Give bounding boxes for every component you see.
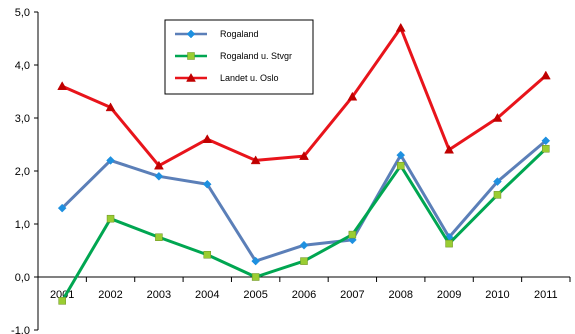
y-tick-label: 2,0 <box>15 166 30 178</box>
x-tick-label: 2002 <box>98 289 122 301</box>
legend: Rogaland Rogaland u. Stvgr Landet u. Oslo <box>165 20 313 94</box>
data-point-series-2 <box>541 71 550 79</box>
data-point-series-1 <box>542 145 549 152</box>
data-point-series-2 <box>58 82 67 90</box>
data-point-series-1 <box>349 231 356 238</box>
legend-label: Rogaland <box>220 29 259 39</box>
data-point-series-0 <box>300 241 308 249</box>
x-tick-label: 2008 <box>388 289 412 301</box>
x-tick-label: 2004 <box>195 289 219 301</box>
data-point-series-1 <box>446 240 453 247</box>
data-point-series-1 <box>252 274 259 281</box>
y-tick-label: 4,0 <box>15 60 30 72</box>
legend-label: Rogaland u. Stvgr <box>220 51 292 61</box>
data-point-series-1 <box>397 162 404 169</box>
data-point-series-2 <box>203 135 212 143</box>
x-tick-label: 2003 <box>147 289 171 301</box>
legend-marker <box>188 53 195 60</box>
x-tick-label: 2006 <box>292 289 316 301</box>
x-tick-label: 2007 <box>340 289 364 301</box>
y-tick-label: 3,0 <box>15 113 30 125</box>
data-point-series-1 <box>107 215 114 222</box>
y-tick-label: -1,0 <box>11 325 30 334</box>
data-point-series-2 <box>396 23 405 31</box>
x-tick-label: 2009 <box>437 289 461 301</box>
x-tick-label: 2010 <box>485 289 509 301</box>
y-tick-label: 0,0 <box>15 272 30 284</box>
x-tick-label: 2011 <box>534 289 558 301</box>
legend-label: Landet u. Oslo <box>220 73 279 83</box>
data-point-series-1 <box>494 191 501 198</box>
data-point-series-1 <box>204 251 211 258</box>
data-point-series-1 <box>301 258 308 265</box>
data-point-series-1 <box>59 297 66 304</box>
data-point-series-1 <box>155 234 162 241</box>
y-tick-label: 5,0 <box>15 7 30 19</box>
x-tick-label: 2005 <box>243 289 267 301</box>
data-point-series-0 <box>155 172 163 180</box>
y-tick-label: 1,0 <box>15 219 30 231</box>
